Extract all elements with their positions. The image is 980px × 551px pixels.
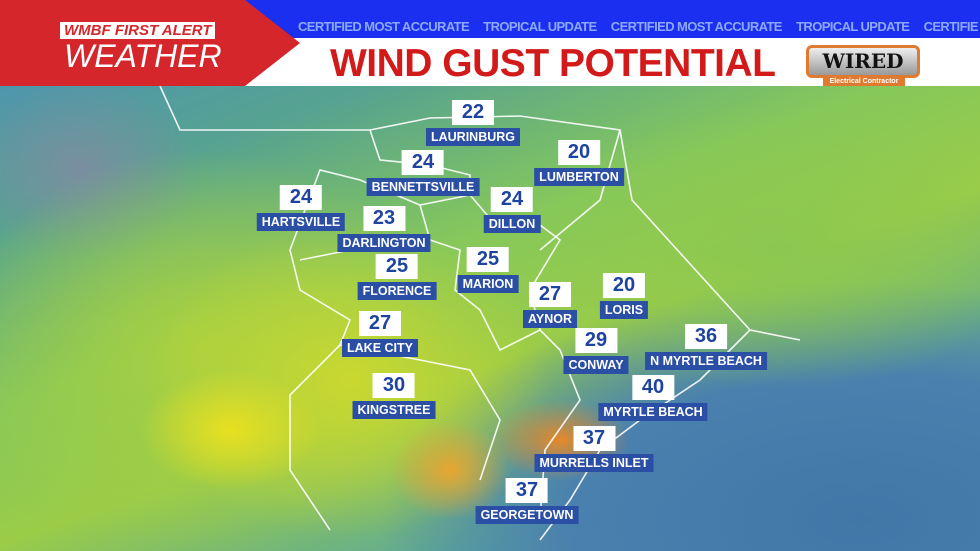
- location-name: MARION: [457, 275, 519, 293]
- ticker-item: CERTIFIE: [923, 19, 979, 34]
- gust-value: 20: [557, 140, 600, 165]
- location-label: 20 LUMBERTON: [534, 140, 624, 186]
- gust-value: 25: [376, 254, 418, 279]
- location-label: 37 GEORGETOWN: [475, 478, 579, 524]
- location-label: 24 BENNETTSVILLE: [366, 150, 480, 196]
- ticker-item: CERTIFIED MOST ACCURATE: [298, 19, 470, 34]
- location-name: MURRELLS INLET: [534, 454, 654, 472]
- sponsor-name: WIRED: [822, 49, 904, 73]
- location-name: LUMBERTON: [534, 168, 624, 186]
- gust-value: 27: [529, 282, 571, 307]
- location-label: 29 CONWAY: [563, 328, 629, 374]
- location-name: N MYRTLE BEACH: [645, 352, 767, 370]
- location-label: 24 HARTSVILLE: [256, 185, 346, 231]
- gust-value: 40: [632, 375, 674, 400]
- state-border: [159, 85, 801, 341]
- gust-value: 20: [602, 273, 645, 298]
- location-name: FLORENCE: [357, 282, 437, 300]
- gust-value: 23: [362, 206, 405, 231]
- location-label: 27 LAKE CITY: [342, 311, 418, 357]
- sponsor-tagline: Electrical Contractor: [823, 77, 905, 86]
- location-label: 20 LORIS: [599, 273, 649, 319]
- location-label: 23 DARLINGTON: [337, 206, 431, 252]
- location-name: AYNOR: [523, 310, 577, 328]
- location-name: GEORGETOWN: [475, 506, 579, 524]
- gust-value: 30: [373, 373, 415, 398]
- brand-line1: WMBF FIRST ALERT: [60, 22, 216, 39]
- ticker-item: TROPICAL UPDATE: [796, 19, 910, 34]
- location-label: 24 DILLON: [483, 187, 541, 233]
- location-name: MYRTLE BEACH: [598, 403, 708, 421]
- ticker-item: CERTIFIED MOST ACCURATE: [610, 19, 783, 34]
- location-name: BENNETTSVILLE: [366, 178, 480, 196]
- gust-value: 27: [358, 311, 401, 336]
- ticker: CERTIFIED MOST ACCURATE TROPICAL UPDATE CE…: [298, 19, 979, 39]
- location-label: 36 N MYRTLE BEACH: [645, 324, 767, 370]
- gust-value: 37: [506, 478, 548, 503]
- location-name: DARLINGTON: [337, 234, 431, 252]
- page-title: WIND GUST POTENTIAL: [330, 42, 776, 85]
- station-logo: WMBF FIRST ALERT WEATHER: [0, 0, 300, 86]
- location-name: CONWAY: [563, 356, 629, 374]
- location-name: DILLON: [483, 215, 541, 233]
- location-name: LAKE CITY: [342, 339, 418, 357]
- location-name: KINGSTREE: [352, 401, 436, 419]
- location-label: 25 MARION: [457, 247, 519, 293]
- location-name: HARTSVILLE: [256, 213, 346, 231]
- location-name: LAURINBURG: [425, 128, 521, 146]
- gust-value: 22: [452, 100, 494, 125]
- sponsor-logo: WIRED Electrical Contractor: [806, 45, 920, 86]
- brand-line2: WEATHER: [64, 38, 222, 74]
- gust-value: 29: [574, 328, 617, 353]
- gust-value: 24: [279, 185, 322, 210]
- location-name: LORIS: [599, 301, 649, 319]
- location-label: 30 KINGSTREE: [352, 373, 436, 419]
- gust-value: 37: [573, 426, 615, 451]
- location-label: 37 MURRELLS INLET: [534, 426, 654, 472]
- location-label: 27 AYNOR: [523, 282, 577, 328]
- location-label: 40 MYRTLE BEACH: [598, 375, 708, 421]
- gust-value: 36: [685, 324, 727, 349]
- header: CERTIFIED MOST ACCURATE TROPICAL UPDATE CE…: [0, 0, 980, 86]
- gust-value: 24: [401, 150, 444, 175]
- location-label: 22 LAURINBURG: [425, 100, 521, 146]
- gust-value: 25: [466, 247, 509, 272]
- gust-value: 24: [491, 187, 533, 212]
- ticker-item: TROPICAL UPDATE: [483, 19, 597, 34]
- location-label: 25 FLORENCE: [357, 254, 437, 300]
